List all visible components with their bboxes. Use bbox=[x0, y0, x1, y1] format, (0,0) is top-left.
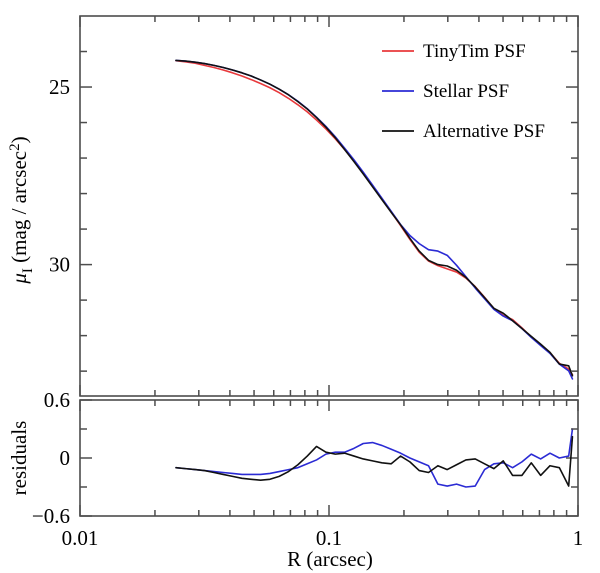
series-line bbox=[175, 428, 574, 488]
y-axis-label-residuals: residuals bbox=[7, 421, 31, 496]
y-tick-label: 25 bbox=[49, 75, 70, 99]
series-line bbox=[175, 435, 574, 487]
series-line bbox=[175, 59, 574, 380]
series-line bbox=[175, 59, 574, 377]
legend-label: Alternative PSF bbox=[423, 121, 545, 142]
x-tick-label: 0.1 bbox=[316, 526, 342, 550]
panel-frame bbox=[79, 15, 579, 397]
y-tick-label: 30 bbox=[49, 253, 70, 277]
svg-text:μI (mag / arcsec2): μI (mag / arcsec2) bbox=[7, 136, 36, 284]
y-tick-label: 0.6 bbox=[44, 388, 70, 412]
surface-brightness-panel: 25 30 bbox=[49, 15, 579, 397]
panel-frame bbox=[79, 399, 579, 517]
x-tick-label: 1 bbox=[573, 526, 584, 550]
series-line bbox=[175, 59, 574, 376]
legend-label: Stellar PSF bbox=[423, 81, 509, 102]
chart-legend: TinyTim PSF Stellar PSF Alternative PSF bbox=[382, 41, 545, 142]
y-tick-label: −0.6 bbox=[32, 504, 70, 528]
legend-label: TinyTim PSF bbox=[423, 41, 526, 62]
x-tick-label: 0.01 bbox=[62, 526, 99, 550]
x-axis-label: R (arcsec) bbox=[287, 547, 373, 571]
y-axis-label-upper: μI (mag / arcsec2) bbox=[7, 136, 36, 284]
residuals-panel: 0.6 0 −0.60.01 0.1 1 bbox=[32, 388, 583, 550]
y-tick-label: 0 bbox=[60, 446, 71, 470]
